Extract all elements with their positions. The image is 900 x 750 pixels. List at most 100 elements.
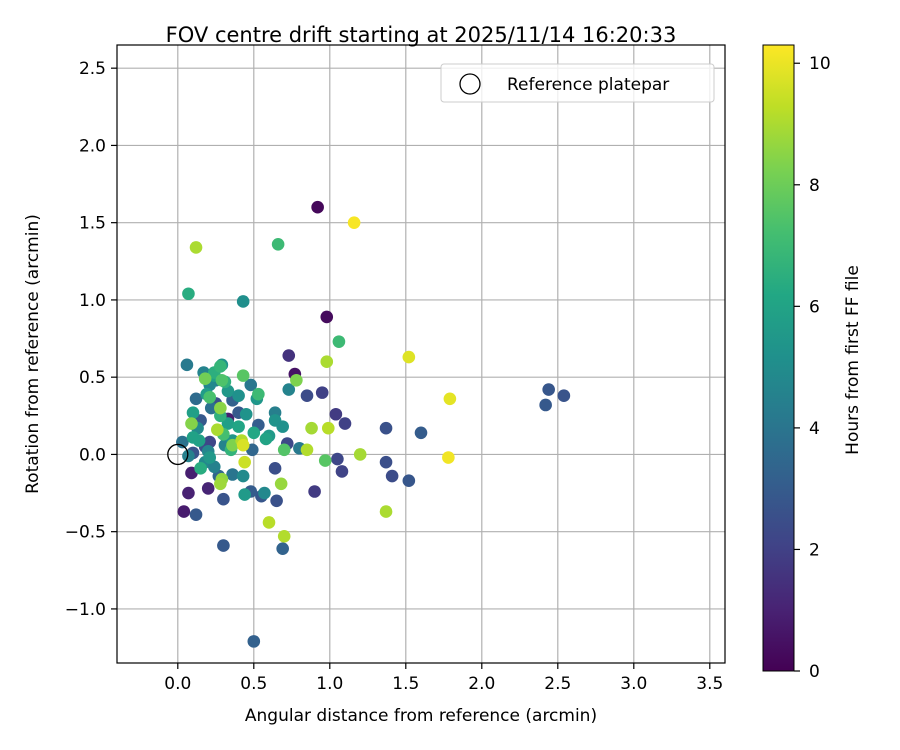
data-point bbox=[338, 417, 352, 430]
x-tick-label: 3.0 bbox=[620, 674, 647, 694]
data-point bbox=[247, 426, 261, 440]
data-point bbox=[276, 420, 289, 433]
data-point bbox=[277, 530, 291, 543]
data-point bbox=[347, 216, 361, 229]
data-point bbox=[211, 423, 224, 437]
data-point bbox=[276, 542, 289, 555]
legend-box bbox=[440, 63, 715, 103]
x-tick-label: 2.5 bbox=[544, 674, 571, 694]
data-points bbox=[176, 200, 571, 648]
data-point bbox=[203, 435, 217, 449]
data-point bbox=[180, 358, 194, 372]
data-point bbox=[277, 443, 291, 457]
data-point bbox=[402, 474, 416, 487]
data-point bbox=[308, 485, 321, 498]
legend: Reference platepar bbox=[440, 63, 715, 103]
x-tick-label: 3.5 bbox=[696, 674, 723, 694]
colorbar-tick-label: 4 bbox=[809, 419, 820, 439]
data-point bbox=[252, 387, 265, 401]
x-axis-label: Angular distance from reference (arcmin) bbox=[245, 706, 597, 726]
data-point bbox=[557, 389, 571, 403]
data-point bbox=[185, 417, 198, 430]
data-point bbox=[320, 355, 334, 369]
legend-marker-reference bbox=[459, 73, 481, 95]
data-point bbox=[270, 494, 283, 508]
grid bbox=[117, 45, 725, 663]
colorbar-tick-label: 2 bbox=[809, 540, 820, 560]
data-point bbox=[258, 486, 271, 500]
data-point bbox=[305, 421, 318, 435]
data-point bbox=[192, 434, 206, 447]
chart-title: FOV centre drift starting at 2025/11/14 … bbox=[166, 23, 677, 47]
data-point bbox=[236, 369, 250, 382]
data-point bbox=[262, 516, 276, 529]
data-point bbox=[542, 383, 555, 396]
data-point bbox=[198, 372, 212, 386]
data-point bbox=[182, 486, 195, 500]
data-point bbox=[226, 468, 239, 481]
y-axis-ticks: −1.0 −0.5 0.0 0.5 1.0 1.5 2.0 2.5 bbox=[65, 59, 117, 620]
colorbar-label: Hours from first FF file bbox=[843, 265, 863, 455]
data-point bbox=[214, 360, 227, 373]
data-point bbox=[247, 635, 261, 648]
y-tick-label: −1.0 bbox=[65, 600, 106, 620]
y-tick-label: 0.0 bbox=[79, 445, 106, 465]
data-point bbox=[353, 448, 367, 461]
data-point bbox=[189, 508, 203, 521]
colorbar-tick-label: 8 bbox=[809, 176, 820, 196]
data-point bbox=[379, 505, 393, 518]
legend-label-reference: Reference platepar bbox=[507, 75, 669, 95]
data-point bbox=[300, 443, 314, 457]
data-point bbox=[379, 421, 393, 435]
data-point bbox=[204, 401, 218, 415]
plot-frame bbox=[116, 44, 726, 664]
colorbar-tick-label: 10 bbox=[809, 54, 831, 74]
data-point bbox=[335, 465, 349, 478]
data-point bbox=[232, 420, 245, 433]
data-point bbox=[320, 310, 334, 324]
y-tick-label: 2.0 bbox=[79, 136, 106, 156]
data-point bbox=[186, 406, 200, 420]
data-point bbox=[232, 389, 245, 403]
data-point bbox=[182, 287, 195, 301]
data-point bbox=[271, 238, 285, 251]
data-point bbox=[321, 421, 335, 435]
data-point bbox=[238, 455, 251, 469]
data-point bbox=[318, 454, 332, 467]
y-tick-label: 0.5 bbox=[79, 368, 106, 388]
data-point bbox=[238, 488, 251, 501]
y-tick-label: 1.0 bbox=[79, 291, 106, 311]
x-axis-ticks: 0.0 0.5 1.0 1.5 2.0 2.5 3.0 3.5 bbox=[164, 663, 723, 694]
data-point bbox=[236, 469, 250, 483]
data-point bbox=[259, 432, 273, 446]
data-point bbox=[201, 482, 215, 495]
reference-platepar-marker bbox=[167, 443, 189, 466]
x-tick-label: 1.5 bbox=[392, 674, 419, 694]
data-point bbox=[182, 449, 195, 463]
data-point bbox=[414, 426, 428, 440]
x-tick-label: 2.0 bbox=[468, 674, 495, 694]
data-point bbox=[300, 389, 314, 403]
data-point bbox=[331, 452, 344, 466]
y-tick-label: 2.5 bbox=[79, 59, 106, 79]
y-tick-label: −0.5 bbox=[65, 523, 106, 543]
y-axis-label: Rotation from reference (arcmin) bbox=[23, 214, 43, 494]
data-point bbox=[214, 477, 227, 491]
colorbar-tick-label: 6 bbox=[809, 297, 820, 317]
data-point bbox=[236, 438, 250, 452]
data-point bbox=[215, 373, 229, 387]
data-point bbox=[315, 386, 329, 399]
data-point bbox=[189, 241, 203, 254]
data-point bbox=[194, 462, 207, 475]
data-point bbox=[189, 392, 203, 406]
data-point bbox=[311, 200, 324, 214]
data-point bbox=[239, 407, 253, 421]
data-point bbox=[203, 390, 217, 404]
data-point bbox=[236, 295, 250, 308]
x-tick-label: 0.5 bbox=[240, 674, 267, 694]
colorbar bbox=[762, 44, 795, 672]
colorbar-ticks: 0 2 4 6 8 10 bbox=[794, 54, 831, 682]
y-tick-label: 1.5 bbox=[79, 214, 106, 234]
data-point bbox=[290, 373, 303, 387]
